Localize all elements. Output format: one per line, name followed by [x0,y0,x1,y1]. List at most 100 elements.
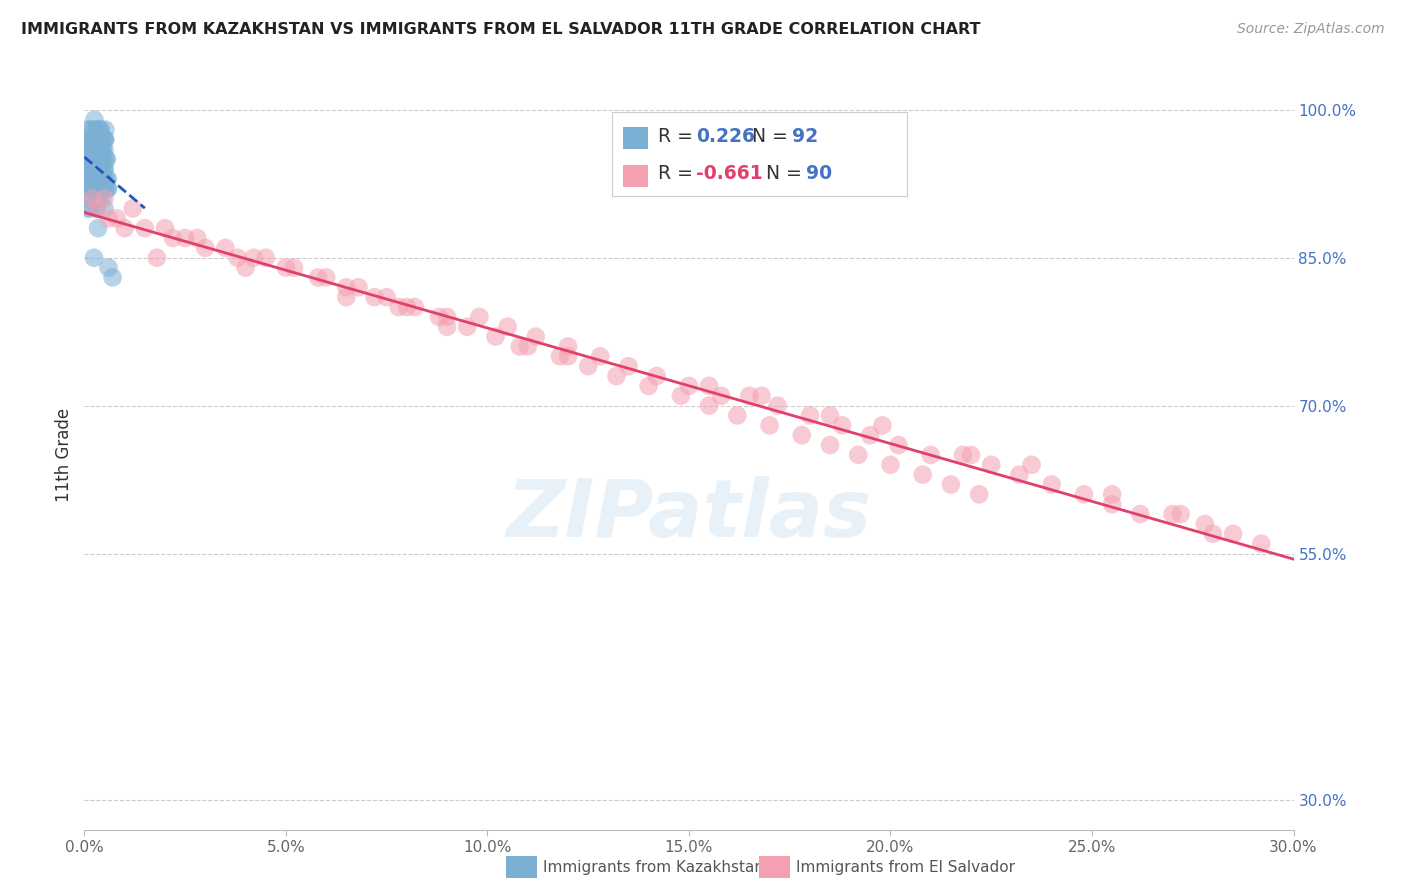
Point [725,409,748,423]
Point [76,202,98,216]
Point [967,487,990,501]
Point [97,172,120,186]
Point [557,349,579,363]
Text: 92: 92 [792,127,818,146]
Point [589,349,612,363]
Point [121,202,143,216]
Point [87,132,110,146]
Point [82,192,104,206]
Point [82,142,104,156]
Point [77,152,100,166]
Point [162,231,184,245]
Text: -0.661: -0.661 [696,164,762,184]
Point [83,251,105,265]
Point [93,132,115,146]
Point [96,152,118,166]
Text: R =: R = [658,164,699,184]
Text: Source: ZipAtlas.com: Source: ZipAtlas.com [1237,22,1385,37]
Point [93,192,115,206]
Text: 0.226: 0.226 [696,127,755,146]
Point [576,359,599,374]
Point [79,122,101,136]
Point [77,172,100,186]
Text: N =: N = [766,164,808,184]
Point [80,192,103,206]
Point [93,161,115,176]
Point [818,438,841,452]
Point [335,290,357,304]
Point [89,122,111,136]
Point [242,251,264,265]
Point [94,182,117,196]
Point [96,152,118,166]
Point [887,438,910,452]
Point [93,172,115,186]
Point [274,260,297,275]
Point [77,172,100,186]
Point [87,142,110,156]
Point [335,280,357,294]
Point [960,448,983,462]
Point [82,152,104,166]
Point [484,329,506,343]
Point [79,172,101,186]
Point [91,161,114,176]
Point [83,132,105,146]
Point [82,182,104,196]
Point [79,161,101,176]
Point [89,152,111,166]
Text: 90: 90 [806,164,832,184]
Text: N =: N = [752,127,794,146]
Point [697,379,720,393]
Point [911,467,934,482]
Point [86,152,108,166]
Point [1202,526,1225,541]
Point [315,270,337,285]
Text: IMMIGRANTS FROM KAZAKHSTAN VS IMMIGRANTS FROM EL SALVADOR 11TH GRADE CORRELATION: IMMIGRANTS FROM KAZAKHSTAN VS IMMIGRANTS… [21,22,980,37]
Point [605,369,627,384]
Point [766,399,789,413]
Point [82,152,104,166]
Point [77,192,100,206]
Point [86,202,108,216]
Point [751,389,773,403]
Point [77,142,100,156]
Point [79,202,101,216]
Text: Immigrants from El Salvador: Immigrants from El Salvador [796,860,1015,874]
Point [84,142,107,156]
Point [1170,507,1192,521]
Point [1040,477,1063,491]
Point [1101,487,1123,501]
Point [80,161,103,176]
Point [93,142,115,156]
Point [89,142,111,156]
Point [697,399,720,413]
Point [846,448,869,462]
Point [799,409,821,423]
Point [97,182,120,196]
Point [77,142,100,156]
Point [93,152,115,166]
Point [214,241,236,255]
Point [468,310,491,324]
Point [920,448,942,462]
Point [82,132,104,146]
Point [83,122,105,136]
Point [77,182,100,196]
Point [427,310,450,324]
Point [89,161,111,176]
Point [146,251,169,265]
Point [496,319,519,334]
Point [307,270,329,285]
Point [86,122,108,136]
Point [1101,497,1123,511]
Point [89,152,111,166]
Point [1250,536,1272,550]
Point [509,339,531,353]
Point [82,152,104,166]
Point [375,290,398,304]
Point [94,132,117,146]
Point [90,132,112,146]
Point [82,182,104,196]
Point [86,152,108,166]
